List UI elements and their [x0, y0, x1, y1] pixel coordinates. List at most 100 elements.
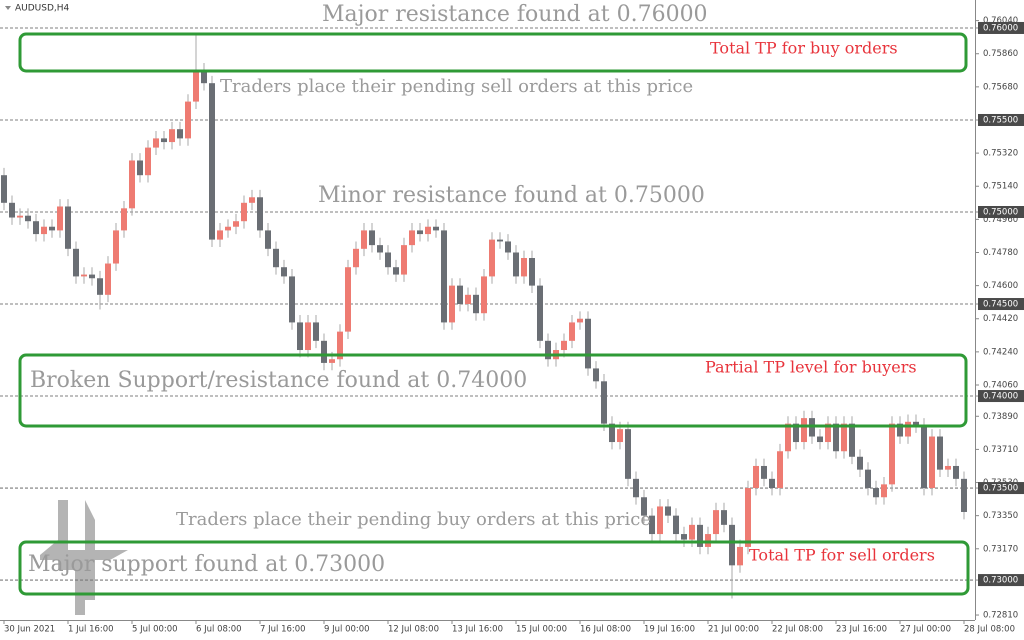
candle-body	[577, 318, 583, 323]
candle-body	[65, 206, 71, 249]
x-tick-label: 1 Jul 16:00	[68, 625, 114, 635]
candle-body	[345, 267, 351, 332]
candle-body	[697, 524, 703, 547]
candle-body	[729, 524, 735, 566]
annotation: Traders place their pending sell orders …	[220, 76, 693, 97]
x-tick-label: 12 Jul 08:00	[388, 625, 439, 635]
x-tick-label: 15 Jul 00:00	[516, 625, 567, 635]
y-tick-label: 0.75320	[983, 149, 1018, 159]
candle-body	[385, 252, 391, 268]
candle-body	[849, 423, 855, 457]
y-tick-label: 0.75500	[983, 115, 1018, 125]
candle-body	[921, 425, 927, 489]
candle-body	[25, 215, 31, 222]
candle-body	[953, 465, 959, 479]
annotation: Partial TP level for buyers	[705, 358, 917, 377]
annotation: Total TP for buy orders	[710, 39, 898, 58]
candle-body	[825, 423, 831, 443]
candle-body	[889, 423, 895, 485]
level-label-bg	[978, 298, 1024, 311]
annotation: Broken Support/resistance found at 0.740…	[30, 368, 527, 393]
candle-body	[857, 456, 863, 470]
candle-body	[833, 423, 839, 452]
y-tick-label: 0.74500	[983, 300, 1018, 310]
candle-body	[49, 226, 55, 231]
candle-body	[73, 248, 79, 277]
y-tick-label: 0.73350	[983, 511, 1018, 521]
candle-body	[425, 226, 431, 235]
candle-body	[273, 248, 279, 268]
logo-shape	[40, 540, 128, 560]
candle-body	[737, 546, 743, 566]
candle-body	[201, 70, 207, 84]
candle-body	[17, 215, 23, 218]
candle-body	[105, 263, 111, 295]
candle-body	[33, 221, 39, 235]
highlight-box	[18, 353, 968, 428]
candle-body	[713, 510, 719, 535]
candle-body	[321, 340, 327, 363]
candle-body	[681, 534, 687, 540]
y-tick-label: 0.75860	[983, 49, 1018, 59]
candle-body	[897, 423, 903, 437]
candle-body	[865, 469, 871, 489]
candle-body	[905, 421, 911, 437]
candle-body	[137, 160, 143, 176]
y-tick-label: 0.72810	[983, 611, 1018, 621]
candle-body	[97, 278, 103, 295]
candle-body	[537, 285, 543, 341]
x-tick-label: 6 Jul 08:00	[196, 625, 242, 635]
x-tick-label: 28 Jul 08:00	[964, 625, 1015, 635]
candle-body	[217, 230, 223, 240]
candle-body	[361, 230, 367, 249]
symbol-label: AUDUSD,H4	[15, 4, 70, 14]
level-label-bg	[978, 390, 1024, 403]
candle-body	[881, 484, 887, 498]
candle-body	[417, 230, 423, 235]
candle-body	[297, 322, 303, 351]
y-tick-label: 0.73710	[983, 445, 1018, 455]
candle-body	[497, 239, 503, 242]
candle-body	[761, 465, 767, 479]
level-label-bg	[978, 113, 1024, 126]
highlight-box	[18, 540, 970, 596]
level-label-bg	[978, 206, 1024, 219]
candle-body	[129, 160, 135, 209]
candle-body	[641, 497, 647, 516]
candle-body	[601, 381, 607, 424]
candle-body	[161, 138, 167, 143]
highlight-box	[18, 32, 968, 73]
candle-body	[305, 322, 311, 351]
candle-body	[89, 274, 95, 279]
candle-body	[177, 129, 183, 139]
candle-body	[145, 147, 151, 176]
candle-body	[465, 294, 471, 305]
candle-body	[705, 534, 711, 547]
candle-body	[441, 230, 447, 323]
candle-body	[281, 267, 287, 277]
y-tick-label: 0.73500	[983, 484, 1018, 494]
candle-body	[817, 436, 823, 443]
candle-body	[569, 322, 575, 341]
candle-body	[521, 258, 527, 277]
candle-body	[481, 276, 487, 314]
symbol-marker	[5, 6, 11, 10]
candle-body	[841, 423, 847, 452]
candle-body	[945, 465, 951, 470]
candle-body	[1, 175, 7, 203]
candle-body	[617, 429, 623, 443]
y-tick-label: 0.74060	[983, 380, 1018, 390]
x-tick-label: 27 Jul 00:00	[900, 625, 951, 635]
candle-body	[393, 267, 399, 275]
y-tick-label: 0.74000	[983, 392, 1018, 402]
annotation: Major support found at 0.73000	[28, 552, 385, 577]
candle-body	[473, 294, 479, 314]
candle-body	[793, 423, 799, 443]
x-tick-label: 16 Jul 08:00	[580, 625, 631, 635]
candle-body	[169, 129, 175, 143]
candle-body	[113, 230, 119, 264]
candle-body	[233, 221, 239, 227]
